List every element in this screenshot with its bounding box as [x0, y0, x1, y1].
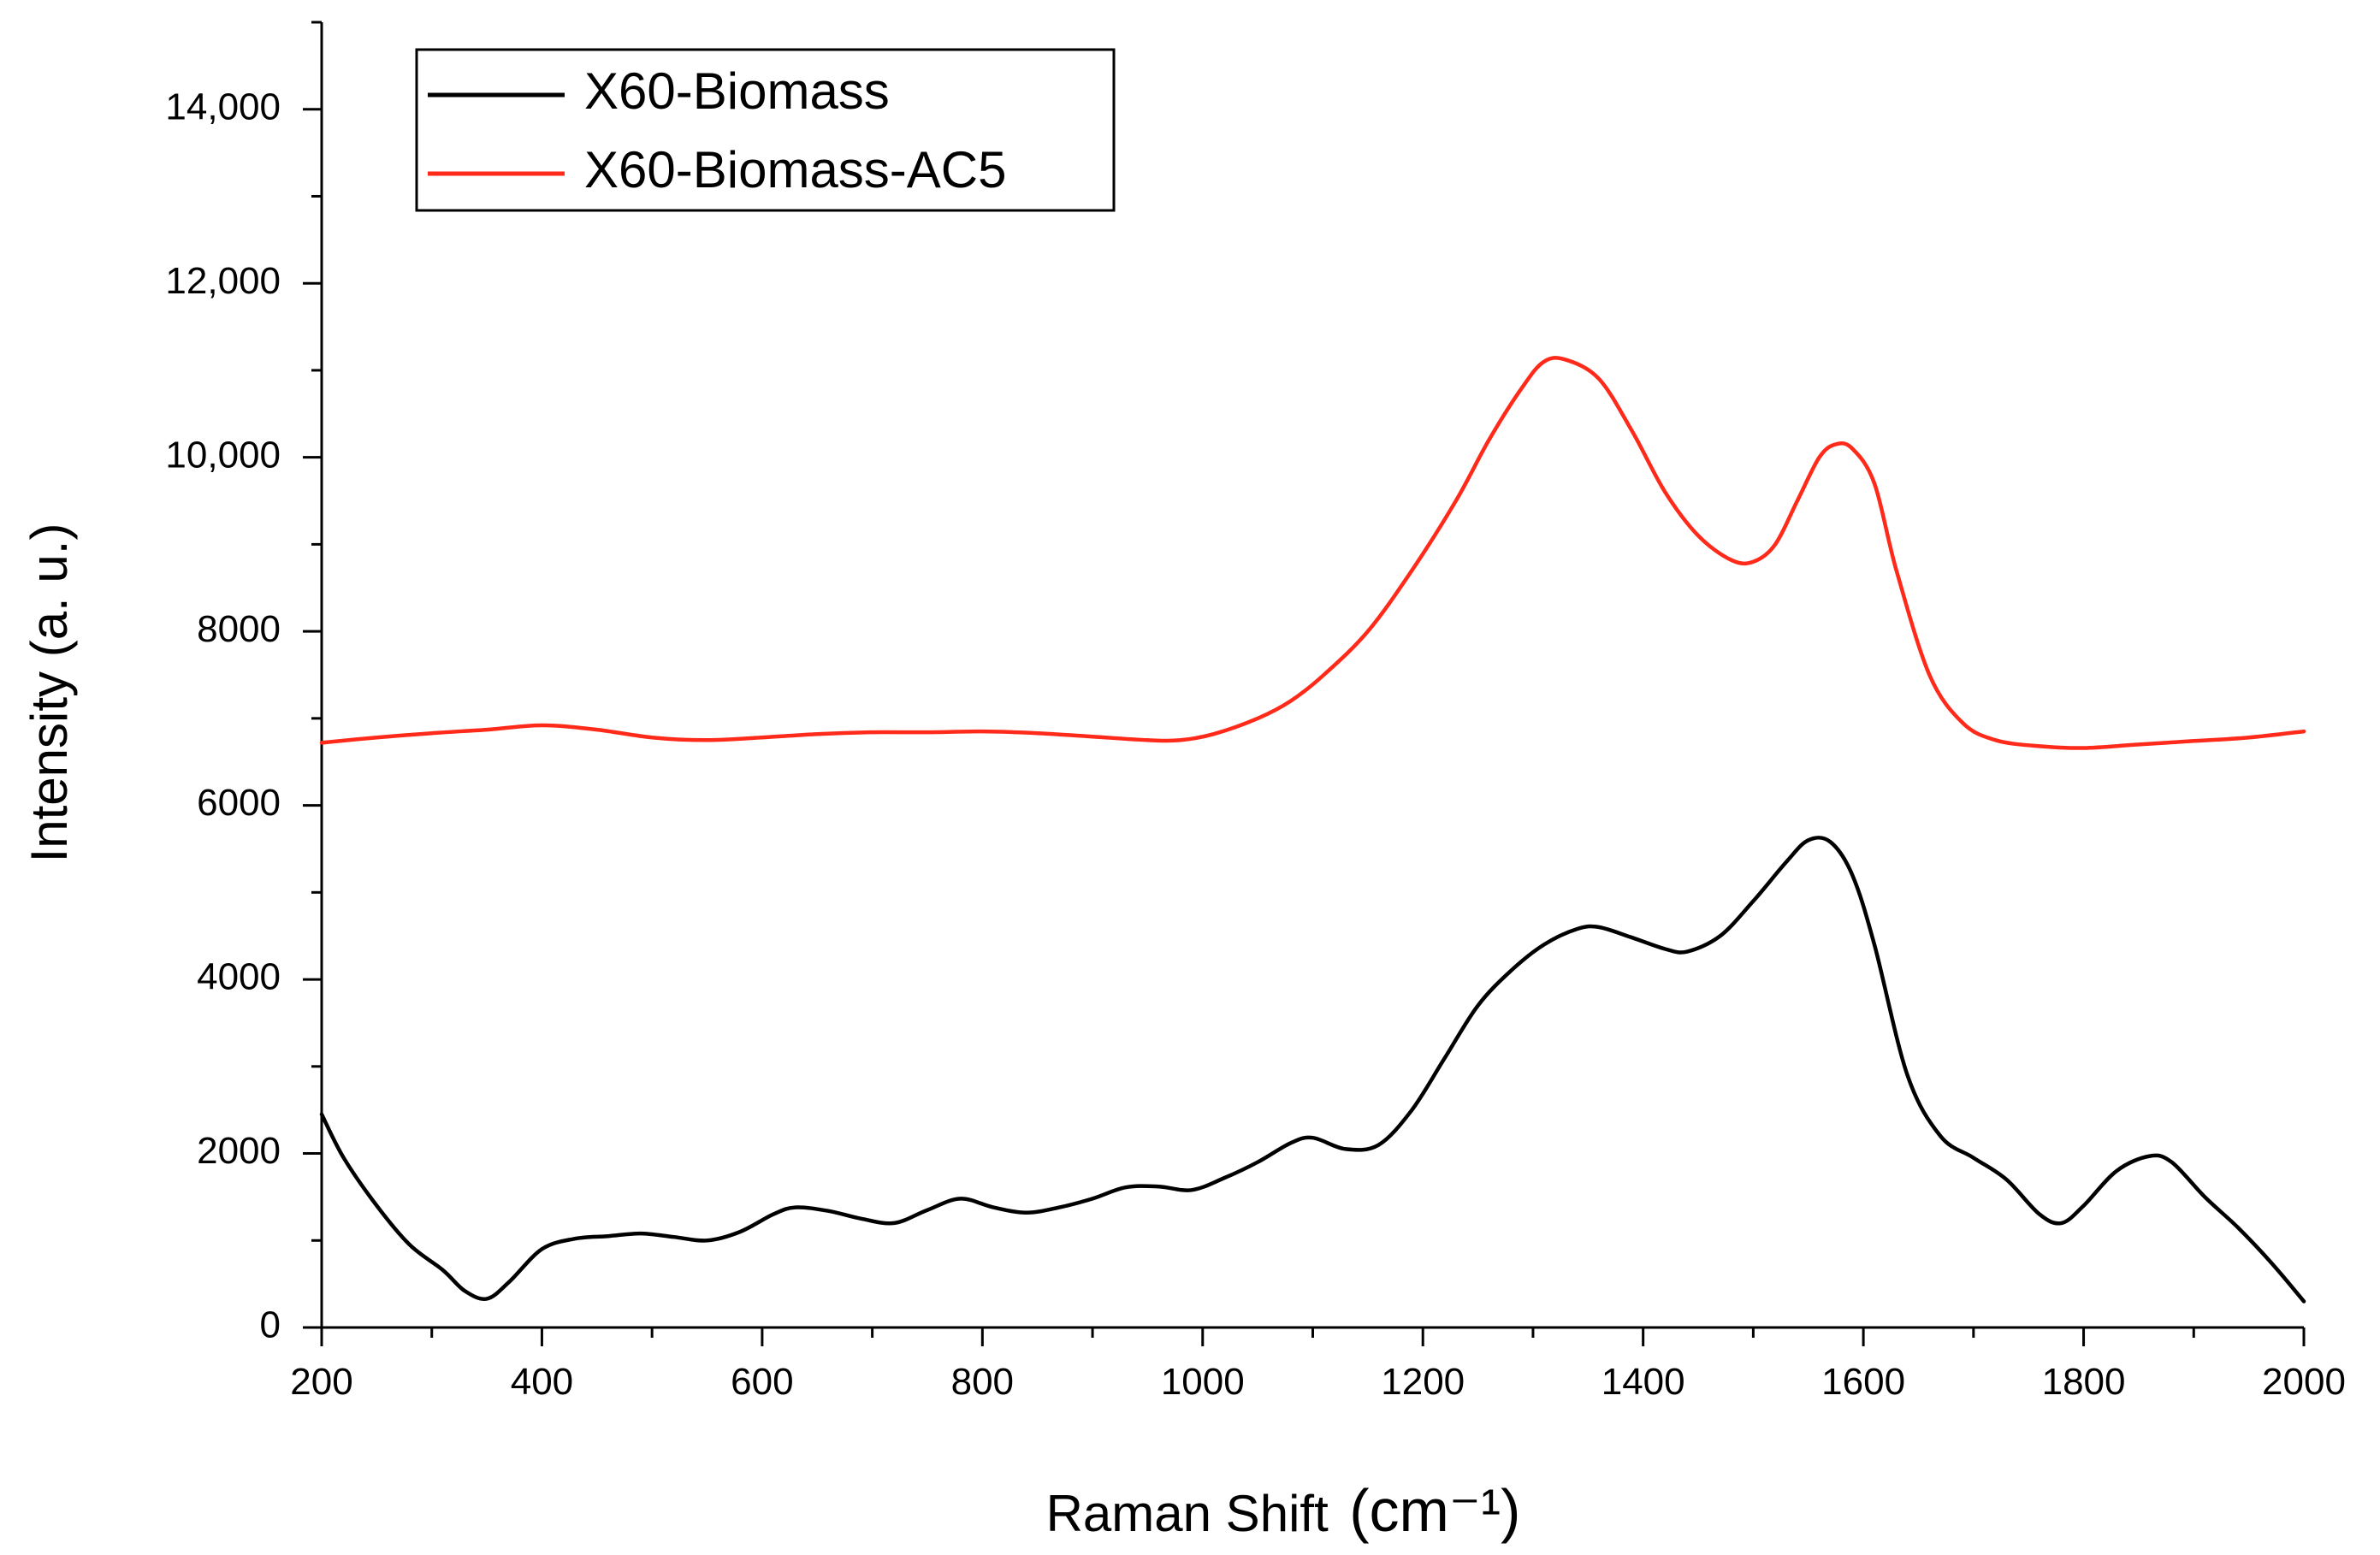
y-tick-label: 4000	[197, 956, 281, 998]
y-tick-label: 8000	[197, 608, 281, 650]
legend-box	[415, 48, 1116, 212]
legend-label-x60-biomass-ac5: X60-Biomass-AC5	[584, 141, 1007, 198]
legend: X60-Biomass X60-Biomass-AC5	[415, 48, 1116, 212]
x-tick-label: 400	[511, 1361, 573, 1403]
legend-label-x60-biomass: X60-Biomass	[584, 62, 890, 120]
y-tick-label: 12,000	[165, 260, 281, 302]
plot-lines	[319, 356, 2306, 1304]
y-tick-label: 0	[260, 1304, 281, 1346]
x-tick-label: 200	[290, 1361, 352, 1403]
x-tick-label: 800	[951, 1361, 1014, 1403]
y-axis-title: Intensity (a. u.)	[21, 523, 78, 863]
y-tick-label: 10,000	[165, 434, 281, 476]
y-tick-label: 6000	[197, 782, 281, 824]
x-tick-label: 1800	[2042, 1361, 2126, 1403]
x-tick-label: 1600	[1821, 1361, 1905, 1403]
x-tick-label: 1400	[1601, 1361, 1685, 1403]
x-axis-title-text: Raman Shift	[1046, 1485, 1329, 1542]
y-ticks: 0 2000 4000 6000 8000 10,000 12,000 14,000	[165, 21, 322, 1346]
x-tick-label: 600	[731, 1361, 793, 1403]
series-line-x60-biomass-ac5	[319, 356, 2306, 750]
x-tick-label: 1000	[1161, 1361, 1245, 1403]
series-line-x60-biomass	[319, 836, 2306, 1304]
y-tick-label: 14,000	[165, 86, 281, 127]
x-tick-label: 1200	[1381, 1361, 1465, 1403]
x-axis-title: Raman Shift (cm⁻¹)	[1046, 1477, 1521, 1544]
x-ticks: 200 400 600 800 1000 1200 1400 1600 1800 2000	[290, 1327, 2346, 1403]
x-tick-label: 2000	[2262, 1361, 2346, 1403]
y-tick-label: 2000	[197, 1130, 281, 1172]
x-axis-unit: (cm⁻¹)	[1349, 1477, 1520, 1544]
